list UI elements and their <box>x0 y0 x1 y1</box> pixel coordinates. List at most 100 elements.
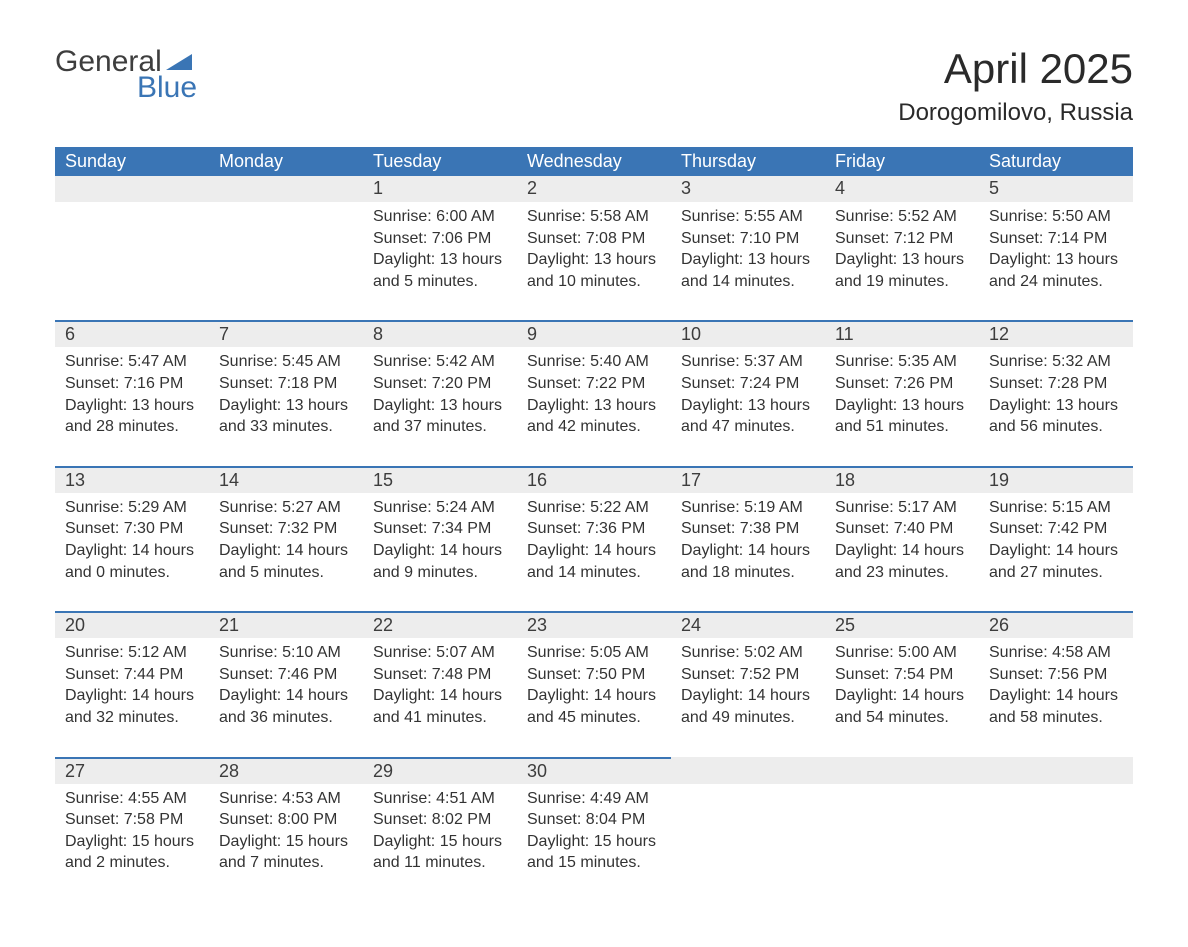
day-cell: Sunrise: 5:24 AMSunset: 7:34 PMDaylight:… <box>363 493 517 612</box>
day-number: 2 <box>517 176 671 202</box>
sunset-text: Sunset: 7:30 PM <box>65 518 199 540</box>
daylight-text-line2: and 54 minutes. <box>835 707 969 729</box>
day-cell: Sunrise: 5:02 AMSunset: 7:52 PMDaylight:… <box>671 638 825 757</box>
daylight-text-line2: and 51 minutes. <box>835 416 969 438</box>
sunrise-text: Sunrise: 4:58 AM <box>989 642 1123 664</box>
day-cell: Sunrise: 4:58 AMSunset: 7:56 PMDaylight:… <box>979 638 1133 757</box>
day-cell: Sunrise: 5:05 AMSunset: 7:50 PMDaylight:… <box>517 638 671 757</box>
sunset-text: Sunset: 7:06 PM <box>373 228 507 250</box>
daylight-text-line2: and 5 minutes. <box>373 271 507 293</box>
day-cell: Sunrise: 5:07 AMSunset: 7:48 PMDaylight:… <box>363 638 517 757</box>
daylight-text-line1: Daylight: 15 hours <box>373 831 507 853</box>
sunrise-text: Sunrise: 5:47 AM <box>65 351 199 373</box>
day-of-week-header: Thursday <box>671 147 825 176</box>
daylight-text-line1: Daylight: 13 hours <box>989 395 1123 417</box>
day-number: 20 <box>55 612 209 638</box>
sunrise-text: Sunrise: 5:05 AM <box>527 642 661 664</box>
logo: General Blue <box>55 45 197 105</box>
day-of-week-header: Tuesday <box>363 147 517 176</box>
daylight-text-line1: Daylight: 15 hours <box>527 831 661 853</box>
day-cell: Sunrise: 5:42 AMSunset: 7:20 PMDaylight:… <box>363 347 517 466</box>
sunrise-text: Sunrise: 5:15 AM <box>989 497 1123 519</box>
sunrise-text: Sunrise: 5:27 AM <box>219 497 353 519</box>
sunset-text: Sunset: 7:46 PM <box>219 664 353 686</box>
day-cell: Sunrise: 5:35 AMSunset: 7:26 PMDaylight:… <box>825 347 979 466</box>
day-cell: Sunrise: 5:22 AMSunset: 7:36 PMDaylight:… <box>517 493 671 612</box>
day-cell: Sunrise: 5:47 AMSunset: 7:16 PMDaylight:… <box>55 347 209 466</box>
day-cell: Sunrise: 5:58 AMSunset: 7:08 PMDaylight:… <box>517 202 671 321</box>
day-number: 1 <box>363 176 517 202</box>
daylight-text-line2: and 7 minutes. <box>219 852 353 874</box>
sunrise-text: Sunrise: 5:45 AM <box>219 351 353 373</box>
daylight-text-line2: and 27 minutes. <box>989 562 1123 584</box>
daylight-text-line2: and 45 minutes. <box>527 707 661 729</box>
daylight-text-line1: Daylight: 13 hours <box>373 249 507 271</box>
daylight-text-line1: Daylight: 14 hours <box>835 540 969 562</box>
day-number: 15 <box>363 467 517 493</box>
day-cell: Sunrise: 4:51 AMSunset: 8:02 PMDaylight:… <box>363 784 517 902</box>
day-of-week-header: Sunday <box>55 147 209 176</box>
sunset-text: Sunset: 8:04 PM <box>527 809 661 831</box>
day-number: 23 <box>517 612 671 638</box>
sunrise-text: Sunrise: 5:07 AM <box>373 642 507 664</box>
daylight-text-line1: Daylight: 13 hours <box>989 249 1123 271</box>
day-number: 14 <box>209 467 363 493</box>
day-content-row: Sunrise: 5:12 AMSunset: 7:44 PMDaylight:… <box>55 638 1133 757</box>
day-number-row: 27282930 <box>55 758 1133 784</box>
page-title: April 2025 <box>898 45 1133 93</box>
day-number-row: 6789101112 <box>55 321 1133 347</box>
sunset-text: Sunset: 7:38 PM <box>681 518 815 540</box>
daylight-text-line2: and 0 minutes. <box>65 562 199 584</box>
day-number: 17 <box>671 467 825 493</box>
sunrise-text: Sunrise: 5:52 AM <box>835 206 969 228</box>
daylight-text-line1: Daylight: 13 hours <box>219 395 353 417</box>
sunrise-text: Sunrise: 5:58 AM <box>527 206 661 228</box>
daylight-text-line1: Daylight: 13 hours <box>681 395 815 417</box>
day-number: 4 <box>825 176 979 202</box>
daylight-text-line1: Daylight: 14 hours <box>65 685 199 707</box>
empty-day-cell <box>671 784 825 902</box>
day-number: 10 <box>671 321 825 347</box>
daylight-text-line1: Daylight: 13 hours <box>527 395 661 417</box>
title-block: April 2025 Dorogomilovo, Russia <box>898 45 1133 127</box>
daylight-text-line1: Daylight: 14 hours <box>835 685 969 707</box>
day-number: 3 <box>671 176 825 202</box>
empty-day-number <box>825 758 979 784</box>
sunrise-text: Sunrise: 4:51 AM <box>373 788 507 810</box>
sunset-text: Sunset: 7:54 PM <box>835 664 969 686</box>
empty-day-cell <box>209 202 363 321</box>
daylight-text-line2: and 28 minutes. <box>65 416 199 438</box>
day-number: 13 <box>55 467 209 493</box>
day-content-row: Sunrise: 5:47 AMSunset: 7:16 PMDaylight:… <box>55 347 1133 466</box>
day-number: 28 <box>209 758 363 784</box>
day-number: 9 <box>517 321 671 347</box>
daylight-text-line1: Daylight: 14 hours <box>219 685 353 707</box>
day-number-row: 12345 <box>55 176 1133 202</box>
day-cell: Sunrise: 5:00 AMSunset: 7:54 PMDaylight:… <box>825 638 979 757</box>
day-number: 12 <box>979 321 1133 347</box>
day-cell: Sunrise: 5:15 AMSunset: 7:42 PMDaylight:… <box>979 493 1133 612</box>
daylight-text-line1: Daylight: 14 hours <box>989 540 1123 562</box>
daylight-text-line2: and 56 minutes. <box>989 416 1123 438</box>
day-cell: Sunrise: 5:17 AMSunset: 7:40 PMDaylight:… <box>825 493 979 612</box>
day-number: 24 <box>671 612 825 638</box>
daylight-text-line1: Daylight: 13 hours <box>373 395 507 417</box>
sunrise-text: Sunrise: 6:00 AM <box>373 206 507 228</box>
daylight-text-line1: Daylight: 15 hours <box>219 831 353 853</box>
sunrise-text: Sunrise: 4:55 AM <box>65 788 199 810</box>
daylight-text-line1: Daylight: 14 hours <box>527 685 661 707</box>
sunset-text: Sunset: 7:22 PM <box>527 373 661 395</box>
header: General Blue April 2025 Dorogomilovo, Ru… <box>55 45 1133 127</box>
sunrise-text: Sunrise: 5:22 AM <box>527 497 661 519</box>
daylight-text-line2: and 14 minutes. <box>681 271 815 293</box>
daylight-text-line1: Daylight: 14 hours <box>65 540 199 562</box>
sunrise-text: Sunrise: 5:12 AM <box>65 642 199 664</box>
sunrise-text: Sunrise: 5:42 AM <box>373 351 507 373</box>
daylight-text-line1: Daylight: 14 hours <box>989 685 1123 707</box>
sunrise-text: Sunrise: 5:35 AM <box>835 351 969 373</box>
sunrise-text: Sunrise: 5:00 AM <box>835 642 969 664</box>
sunrise-text: Sunrise: 5:19 AM <box>681 497 815 519</box>
sunset-text: Sunset: 7:36 PM <box>527 518 661 540</box>
empty-day-cell <box>55 202 209 321</box>
daylight-text-line2: and 58 minutes. <box>989 707 1123 729</box>
